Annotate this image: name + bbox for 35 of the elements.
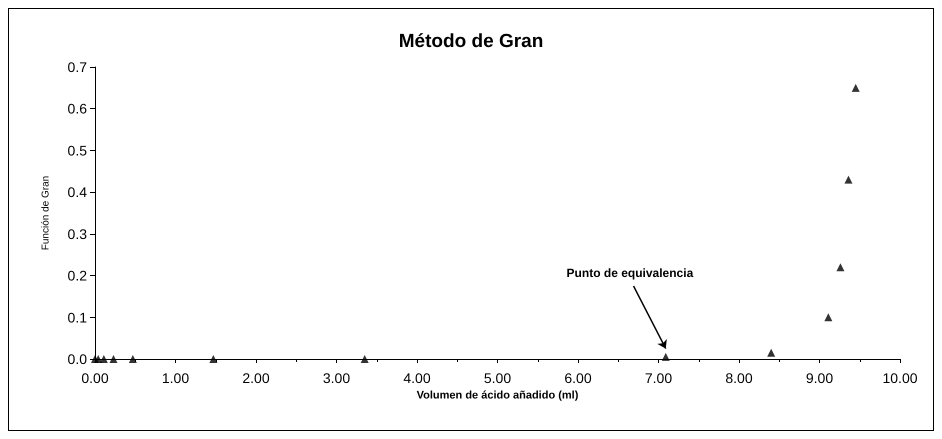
x-tick-label: 1.00 [162, 370, 190, 386]
chart-title: Método de Gran [398, 31, 544, 52]
y-tick-label: 0.3 [68, 226, 88, 242]
x-tick-label: 6.00 [564, 370, 592, 386]
x-tick-label: 7.00 [644, 370, 672, 386]
y-tick-label: 0.5 [68, 142, 88, 158]
annotation: Punto de equivalencia [566, 266, 694, 280]
x-tick-label: 5.00 [484, 370, 512, 386]
point [852, 84, 860, 92]
point [360, 355, 369, 363]
y-tick-label: 0.4 [68, 184, 88, 200]
x-tick-label: 10.00 [882, 370, 918, 386]
y-tick-label: 0.6 [68, 100, 88, 117]
x-tick-label: 2.00 [242, 370, 270, 386]
point [100, 355, 108, 363]
y-tick-label: 0.0 [68, 351, 88, 367]
point [824, 313, 832, 322]
point [110, 355, 118, 363]
x-tick-label: 8.00 [725, 370, 753, 386]
x-tick-label: 3.00 [322, 370, 350, 386]
x-tick-label: 0.00 [81, 370, 109, 386]
point [128, 355, 137, 363]
point [767, 348, 776, 357]
point [844, 176, 852, 184]
point [209, 355, 218, 363]
y-tick-label: 0.1 [68, 309, 88, 326]
point [836, 263, 844, 272]
x-tick-label: 4.00 [403, 370, 431, 386]
x-tick-label: 9.00 [806, 370, 834, 386]
y-tick-label: 0.7 [68, 59, 88, 75]
point [94, 355, 102, 363]
x-axis-title: Volumen de ácido añadido (ml) [416, 389, 579, 402]
point [662, 352, 670, 361]
y-axis-title: Función de Gran [40, 176, 52, 250]
y-tick-label: 0.2 [68, 268, 88, 284]
